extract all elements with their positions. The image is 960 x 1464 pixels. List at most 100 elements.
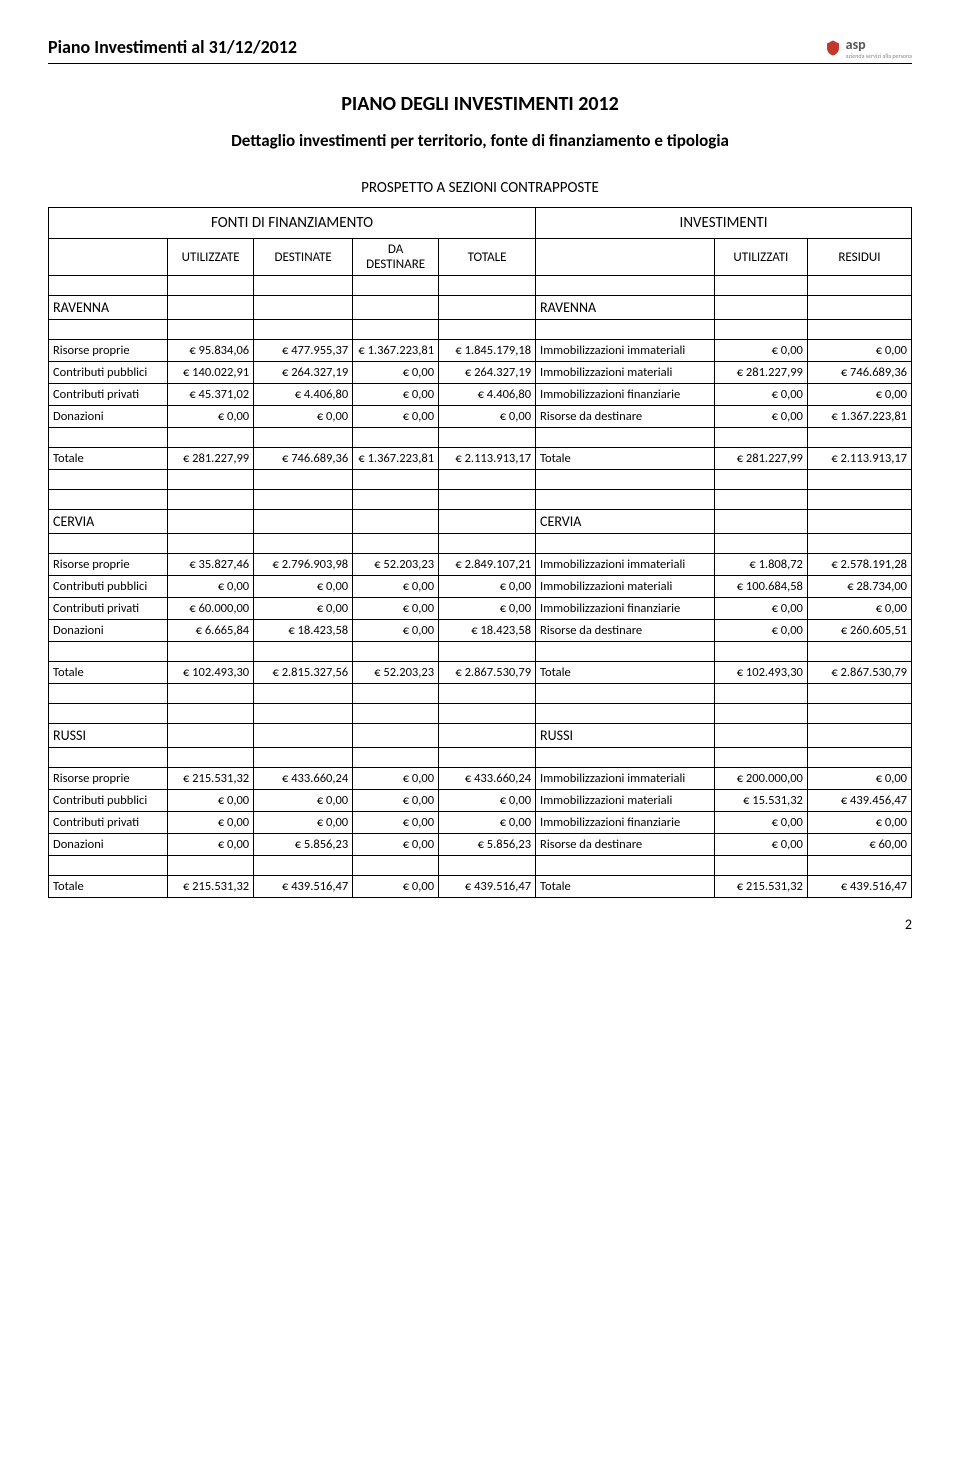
cell-residui: € 0,00 [807, 340, 911, 362]
logo: asp azienda servizi alla persona [824, 36, 912, 59]
empty-cell [439, 642, 536, 662]
empty-cell [714, 684, 807, 704]
empty-cell [168, 470, 254, 490]
col-residui: RESIDUI [807, 239, 911, 276]
data-row: Risorse proprie€ 215.531,32€ 433.660,24€… [49, 768, 912, 790]
empty-cell [439, 748, 536, 768]
totale-utilizzate: € 102.493,30 [168, 662, 254, 684]
logo-icon [824, 39, 842, 57]
empty-cell [353, 856, 439, 876]
cell-da-destinare: € 0,00 [353, 834, 439, 856]
section-name-left: RUSSI [49, 724, 168, 748]
totale-da-destinare: € 52.203,23 [353, 662, 439, 684]
row-label-right: Immobilizzazioni immateriali [536, 340, 715, 362]
empty-cell [168, 490, 254, 510]
spacer-row [49, 534, 912, 554]
cell-utilizzati: € 200.000,00 [714, 768, 807, 790]
empty-cell [254, 704, 353, 724]
empty-cell [536, 276, 715, 296]
cell-utilizzati: € 0,00 [714, 340, 807, 362]
empty-cell [49, 276, 168, 296]
totale-destinate: € 439.516,47 [254, 876, 353, 898]
header-title: Piano Investimenti al 31/12/2012 [48, 36, 297, 58]
empty-cell [536, 428, 715, 448]
empty-cell [714, 642, 807, 662]
empty-cell [353, 510, 439, 534]
row-label-right: Immobilizzazioni finanziarie [536, 812, 715, 834]
cell-totale-left: € 0,00 [439, 406, 536, 428]
empty-cell [168, 856, 254, 876]
spacer-row [49, 642, 912, 662]
cell-utilizzati: € 1.808,72 [714, 554, 807, 576]
cell-totale-left: € 1.845.179,18 [439, 340, 536, 362]
empty-cell [807, 490, 911, 510]
empty-cell [168, 724, 254, 748]
empty-cell [49, 534, 168, 554]
row-label-left: Contributi privati [49, 598, 168, 620]
row-label-right: Immobilizzazioni finanziarie [536, 598, 715, 620]
cell-destinate: € 0,00 [254, 576, 353, 598]
empty-cell [439, 490, 536, 510]
empty-cell [714, 856, 807, 876]
empty-cell [254, 684, 353, 704]
data-row: Donazioni€ 0,00€ 5.856,23€ 0,00€ 5.856,2… [49, 834, 912, 856]
cell-da-destinare: € 0,00 [353, 362, 439, 384]
cell-destinate: € 4.406,80 [254, 384, 353, 406]
empty-cell [439, 856, 536, 876]
section-name-row: RAVENNARAVENNA [49, 296, 912, 320]
totale-label-left: Totale [49, 876, 168, 898]
col-totale: TOTALE [439, 239, 536, 276]
data-row: Contributi privati€ 45.371,02€ 4.406,80€… [49, 384, 912, 406]
section-name-row: RUSSIRUSSI [49, 724, 912, 748]
cell-utilizzati: € 15.531,32 [714, 790, 807, 812]
cell-destinate: € 5.856,23 [254, 834, 353, 856]
totale-label-right: Totale [536, 448, 715, 470]
cell-da-destinare: € 0,00 [353, 620, 439, 642]
empty-cell [807, 470, 911, 490]
empty-cell [807, 428, 911, 448]
cell-da-destinare: € 0,00 [353, 812, 439, 834]
empty-cell [807, 510, 911, 534]
empty-cell [439, 428, 536, 448]
spacer-row [49, 684, 912, 704]
cell-da-destinare: € 0,00 [353, 406, 439, 428]
row-label-left: Donazioni [49, 834, 168, 856]
empty-cell [49, 704, 168, 724]
cell-da-destinare: € 1.367.223,81 [353, 340, 439, 362]
cell-residui: € 60,00 [807, 834, 911, 856]
row-label-right: Immobilizzazioni finanziarie [536, 384, 715, 406]
empty-cell [49, 470, 168, 490]
empty-cell [714, 704, 807, 724]
data-row: Risorse proprie€ 95.834,06€ 477.955,37€ … [49, 340, 912, 362]
cell-totale-left: € 5.856,23 [439, 834, 536, 856]
empty-cell [254, 510, 353, 534]
page: Piano Investimenti al 31/12/2012 asp azi… [0, 0, 960, 957]
data-row: Contributi privati€ 60.000,00€ 0,00€ 0,0… [49, 598, 912, 620]
cell-utilizzate: € 60.000,00 [168, 598, 254, 620]
cell-utilizzati: € 100.684,58 [714, 576, 807, 598]
cell-utilizzate: € 0,00 [168, 576, 254, 598]
page-number: 2 [48, 916, 912, 933]
page-header: Piano Investimenti al 31/12/2012 asp azi… [48, 36, 912, 64]
empty-cell [254, 724, 353, 748]
empty-cell [714, 428, 807, 448]
totale-residui: € 439.516,47 [807, 876, 911, 898]
empty-cell [439, 320, 536, 340]
empty-cell [254, 320, 353, 340]
cell-destinate: € 18.423,58 [254, 620, 353, 642]
empty-cell [807, 704, 911, 724]
totale-destinate: € 746.689,36 [254, 448, 353, 470]
col-utilizzate: UTILIZZATE [168, 239, 254, 276]
empty-cell [536, 856, 715, 876]
totale-label-right: Totale [536, 662, 715, 684]
cell-totale-left: € 264.327,19 [439, 362, 536, 384]
totale-residui: € 2.867.530,79 [807, 662, 911, 684]
empty-cell [168, 684, 254, 704]
data-row: Risorse proprie€ 35.827,46€ 2.796.903,98… [49, 554, 912, 576]
cell-destinate: € 264.327,19 [254, 362, 353, 384]
empty-cell [168, 704, 254, 724]
cell-totale-left: € 0,00 [439, 576, 536, 598]
empty-cell [714, 510, 807, 534]
spacer-row [49, 856, 912, 876]
main-title: PIANO DEGLI INVESTIMENTI 2012 [48, 92, 912, 116]
